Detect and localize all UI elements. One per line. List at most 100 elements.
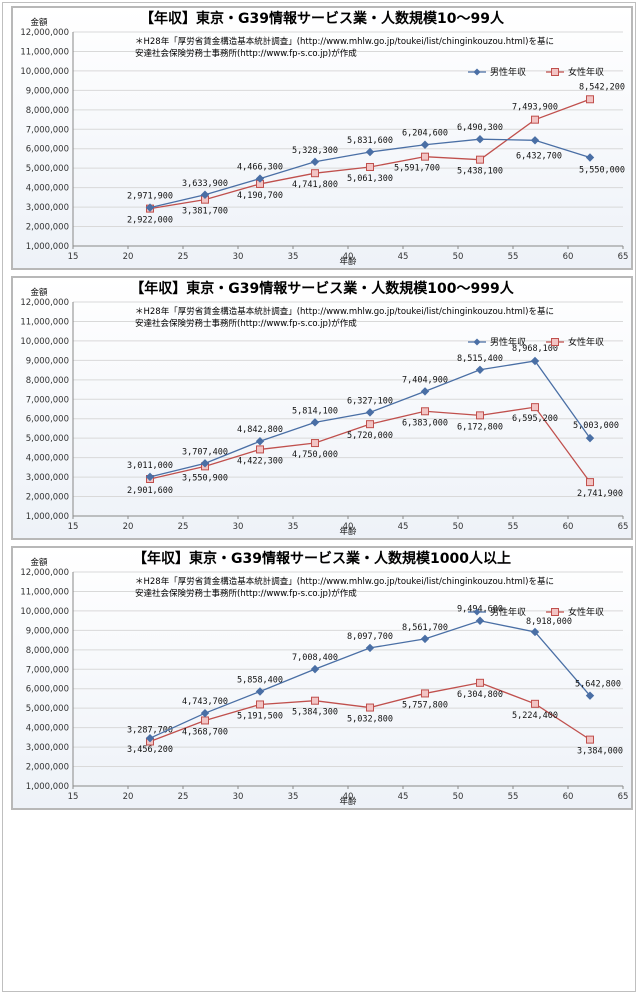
male-marker <box>530 136 540 145</box>
female-data-label: 5,384,300 <box>292 708 338 718</box>
female-data-label: 3,384,000 <box>577 747 623 757</box>
male-data-label: 7,404,900 <box>402 375 448 385</box>
legend-female-label: 女性年収 <box>568 66 604 78</box>
male-marker <box>365 643 375 653</box>
y-tick-label: 11,000,000 <box>20 47 69 57</box>
female-data-label: 5,757,800 <box>402 700 448 710</box>
source-note: ＊H28年「厚労省賃金構造基本統計調査」(http://www.mhlw.go.… <box>135 306 554 317</box>
female-marker <box>256 700 264 709</box>
y-tick-label: 1,000,000 <box>26 242 69 252</box>
male-marker <box>255 174 265 183</box>
female-data-label: 3,550,900 <box>182 473 228 483</box>
y-tick-label: 12,000,000 <box>20 298 69 308</box>
x-tick-label: 45 <box>398 522 409 532</box>
female-marker <box>201 716 209 725</box>
x-tick-label: 60 <box>563 522 574 532</box>
male-marker <box>530 627 540 637</box>
female-marker <box>366 703 374 712</box>
male-data-label: 5,831,600 <box>347 136 393 146</box>
x-tick-label: 25 <box>178 792 189 802</box>
female-data-label: 3,287,700 <box>127 725 173 735</box>
male-data-label: 8,561,700 <box>402 623 448 633</box>
legend-female-marker <box>551 338 559 346</box>
male-data-label: 4,842,800 <box>237 425 283 435</box>
male-marker <box>255 437 265 446</box>
male-data-label: 8,918,000 <box>526 617 572 627</box>
male-marker <box>310 418 320 427</box>
male-data-label: 8,968,100 <box>512 344 558 354</box>
male-data-label: 5,642,800 <box>575 680 621 690</box>
female-marker <box>531 403 539 412</box>
male-marker <box>585 691 595 700</box>
x-tick-label: 25 <box>178 522 189 532</box>
male-data-label: 5,858,400 <box>237 675 283 685</box>
y-tick-label: 4,000,000 <box>26 724 69 734</box>
y-tick-label: 6,000,000 <box>26 415 69 425</box>
chart-title: 【年収】東京・G39情報サービス業・人数規模1000人以上 <box>133 550 511 567</box>
female-marker <box>476 678 484 687</box>
female-marker <box>366 162 374 171</box>
y-axis-label: 金額 <box>30 17 48 28</box>
female-data-label: 5,032,800 <box>347 715 393 725</box>
male-marker <box>255 687 265 696</box>
male-data-label: 3,456,200 <box>127 745 173 755</box>
y-tick-label: 10,000,000 <box>20 607 69 617</box>
female-data-label: 5,591,700 <box>394 164 440 174</box>
x-tick-label: 30 <box>233 252 244 262</box>
x-axis-label: 年齢 <box>339 526 357 537</box>
female-data-label: 7,493,900 <box>512 103 558 113</box>
female-data-label: 5,720,000 <box>347 431 393 441</box>
x-tick-label: 15 <box>68 252 79 262</box>
y-tick-label: 1,000,000 <box>26 782 69 792</box>
male-data-label: 6,327,100 <box>347 396 393 406</box>
y-tick-label: 10,000,000 <box>20 67 69 77</box>
y-tick-label: 12,000,000 <box>20 28 69 38</box>
y-tick-label: 4,000,000 <box>26 184 69 194</box>
legend-male-marker <box>473 608 481 616</box>
female-data-label: 4,422,300 <box>237 456 283 466</box>
source-note: ＊H28年「厚労省賃金構造基本統計調査」(http://www.mhlw.go.… <box>135 36 554 47</box>
female-data-label: 5,191,500 <box>237 711 283 721</box>
male-marker <box>530 356 540 366</box>
x-tick-label: 35 <box>288 792 299 802</box>
x-tick-label: 25 <box>178 252 189 262</box>
female-marker <box>476 155 484 164</box>
x-tick-label: 15 <box>68 792 79 802</box>
x-tick-label: 60 <box>563 792 574 802</box>
chart-svg-1000-plus: 【年収】東京・G39情報サービス業・人数規模1000人以上 金額 1,000,000… <box>20 550 628 807</box>
source-note: 安達社会保険労務士事務所(http://www.fp-s.co.jp)が作成 <box>135 588 357 599</box>
x-tick-label: 60 <box>563 252 574 262</box>
legend-male-label: 男性年収 <box>490 336 526 348</box>
chart-title: 【年収】東京・G39情報サービス業・人数規模100～999人 <box>130 280 514 297</box>
x-tick-label: 35 <box>288 252 299 262</box>
female-data-label: 6,172,800 <box>457 422 503 432</box>
male-marker <box>145 472 155 482</box>
male-data-label: 5,328,300 <box>292 146 338 156</box>
female-marker <box>256 445 264 454</box>
x-tick-label: 65 <box>618 252 629 262</box>
female-data-label: 2,741,900 <box>577 489 623 499</box>
legend-male-marker <box>473 68 481 76</box>
female-marker <box>531 699 539 708</box>
y-axis-label: 金額 <box>30 287 48 298</box>
x-tick-label: 40 <box>343 252 354 262</box>
source-note: 安達社会保険労務士事務所(http://www.fp-s.co.jp)が作成 <box>135 318 357 329</box>
legend-male-marker <box>473 338 481 346</box>
source-note: 安達社会保険労務士事務所(http://www.fp-s.co.jp)が作成 <box>135 48 357 59</box>
female-data-label: 4,741,800 <box>292 180 338 190</box>
female-data-label: 2,901,600 <box>127 486 173 496</box>
x-tick-label: 40 <box>343 792 354 802</box>
female-data-label: 5,061,300 <box>347 174 393 184</box>
y-tick-label: 10,000,000 <box>20 337 69 347</box>
male-marker <box>585 433 595 443</box>
x-tick-label: 15 <box>68 522 79 532</box>
x-axis-label: 年齢 <box>339 256 357 267</box>
y-tick-label: 9,000,000 <box>26 626 69 636</box>
male-marker <box>200 708 210 718</box>
male-data-label: 4,743,700 <box>182 697 228 707</box>
female-data-label: 2,922,000 <box>127 216 173 226</box>
female-marker <box>311 696 319 705</box>
male-data-label: 4,466,300 <box>237 163 283 173</box>
y-tick-label: 11,000,000 <box>20 587 69 597</box>
x-axis-label: 年齢 <box>339 796 357 807</box>
